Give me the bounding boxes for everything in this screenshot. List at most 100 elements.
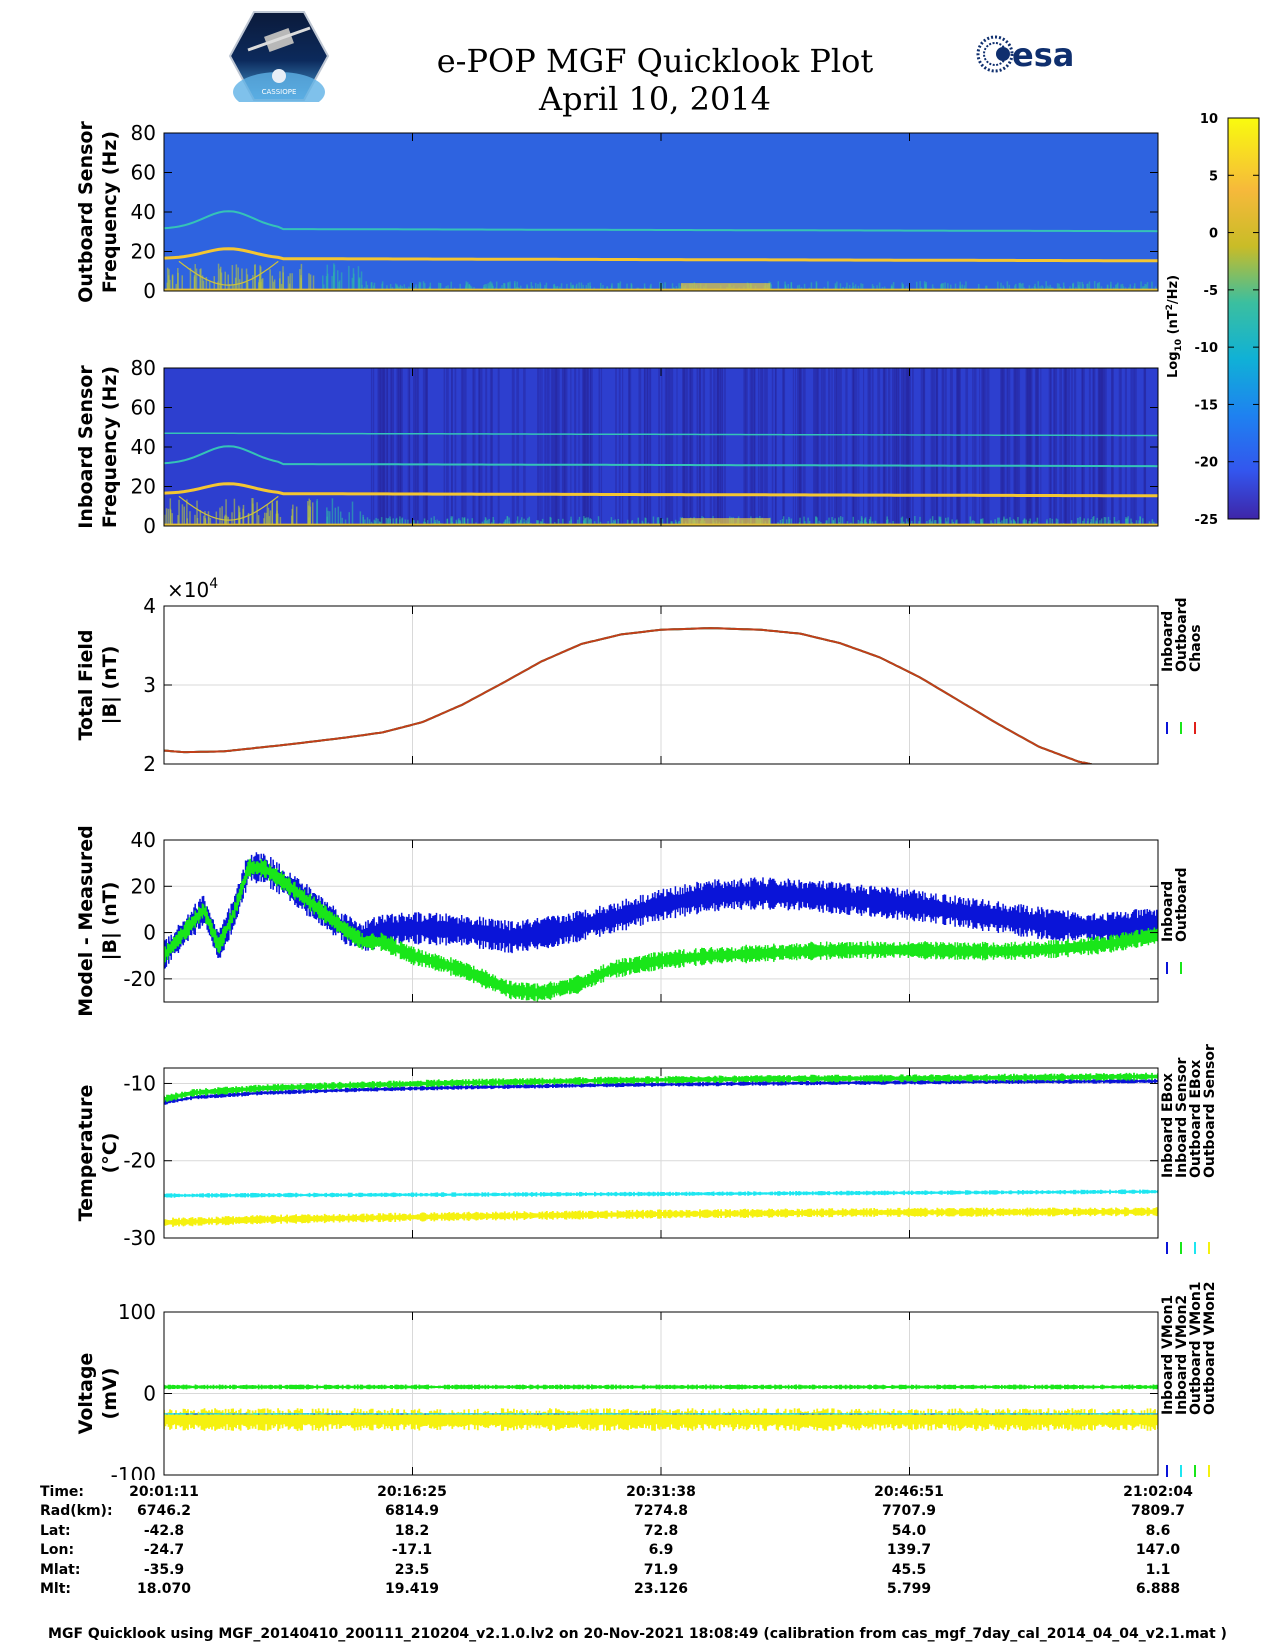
spec-stripe xyxy=(1016,368,1019,526)
y-tick-label: 40 xyxy=(131,828,156,852)
spec-stripe xyxy=(1001,368,1003,526)
spec-lowfreq xyxy=(861,517,863,526)
spec-lowfreq xyxy=(527,518,529,526)
spec-lowfreq xyxy=(195,268,198,291)
spec-stripe xyxy=(446,368,449,526)
spec-stripe xyxy=(894,368,897,526)
spec-stripe xyxy=(397,368,400,526)
spec-stripe xyxy=(1030,368,1033,526)
spec-lowfreq xyxy=(339,280,341,291)
legend-label: Outboard xyxy=(1174,597,1190,672)
spec-lowfreq xyxy=(969,516,972,526)
spec-lowfreq xyxy=(577,519,579,526)
spec-lowfreq xyxy=(878,282,881,291)
spec-lowfreq xyxy=(1051,518,1054,526)
spec-stripe xyxy=(570,368,572,526)
spec-stripe xyxy=(451,368,453,526)
spec-lowfreq xyxy=(199,269,201,291)
spec-lowfreq xyxy=(931,516,934,526)
colorbar-gradient xyxy=(1227,117,1260,520)
spec-stripe xyxy=(658,368,660,526)
info-value: -35.9 xyxy=(143,1561,185,1578)
spec-lowfreq xyxy=(539,282,541,291)
spec-lowfreq xyxy=(269,510,272,526)
y-tick-label: 20 xyxy=(131,874,156,898)
spec-stripe xyxy=(615,368,617,526)
spec-lowfreq xyxy=(446,518,449,526)
spec-stripe xyxy=(1006,368,1008,526)
spec-lowfreq xyxy=(419,282,422,291)
spec-stripe xyxy=(1007,368,1011,526)
y-tick-label: 40 xyxy=(131,200,156,224)
info-label: Time: xyxy=(40,1484,85,1500)
spec-stripe xyxy=(413,368,416,526)
spec-stripe xyxy=(552,368,554,526)
spec-stripe xyxy=(936,368,938,526)
spec-lowfreq xyxy=(1092,517,1094,526)
spec-lowfreq xyxy=(289,273,291,291)
spec-stripe xyxy=(672,368,674,526)
spec-stripe xyxy=(973,368,977,526)
spec-lowfreq xyxy=(854,284,857,291)
spec-lowfreq xyxy=(181,504,184,526)
spec-lowfreq xyxy=(506,516,509,526)
spec-stripe xyxy=(417,368,420,526)
legend-label: Inboard xyxy=(1160,881,1176,942)
spec-lowfreq xyxy=(588,519,591,526)
spec-lowfreq xyxy=(846,521,849,526)
spec-lowfreq xyxy=(1151,281,1153,291)
spec-lowfreq xyxy=(1003,516,1005,526)
spec-lowfreq xyxy=(599,282,602,291)
spec-lowfreq xyxy=(832,520,835,526)
spec-lowfreq xyxy=(368,519,371,526)
spec-lowfreq xyxy=(612,520,615,526)
spec-stripe xyxy=(751,368,753,526)
spec-stripe xyxy=(957,368,960,526)
info-value: 6746.2 xyxy=(136,1503,192,1520)
spec-stripe xyxy=(564,368,566,526)
spec-lowfreq xyxy=(483,520,486,526)
spec-lowfreq xyxy=(1099,520,1101,526)
spec-line xyxy=(164,247,1158,263)
inboard-spectrogram: 0 20 40 60 80 Inboard Sensor Frequency (Hz) xyxy=(75,356,1159,538)
spec-lowfreq xyxy=(914,516,916,526)
spec-stripe xyxy=(1002,368,1005,526)
spec-stripe xyxy=(815,368,819,526)
spec-stripe xyxy=(696,368,699,526)
spec-lowfreq xyxy=(617,282,619,291)
spec-lowfreq xyxy=(485,284,488,291)
y-tick-label: 0 xyxy=(143,514,156,538)
spec-stripe xyxy=(981,368,985,526)
spec-lowfreq xyxy=(171,274,174,291)
spec-stripe xyxy=(941,368,944,526)
spec-stripe xyxy=(794,368,796,526)
info-label: Rad(km): xyxy=(40,1503,113,1520)
spec-stripe xyxy=(822,368,826,526)
spec-lowfreq xyxy=(1145,284,1148,291)
spec-stripe xyxy=(887,368,891,526)
spec-arc xyxy=(178,260,279,286)
spec-stripe xyxy=(485,368,488,526)
spec-stripe xyxy=(923,368,926,526)
legend-label: Chaos xyxy=(1188,624,1204,672)
spec-stripe xyxy=(379,368,381,526)
spec-stripe xyxy=(903,368,907,526)
spec-lowfreq xyxy=(534,282,537,291)
spec-stripe xyxy=(683,368,685,526)
legend-label: Inboard VMon1 xyxy=(1160,1295,1176,1415)
spec-lowfreq xyxy=(587,517,590,526)
spec-lowfreq xyxy=(1146,282,1149,291)
spec-lowfreq xyxy=(1082,284,1085,291)
spec-stripe xyxy=(380,368,384,526)
spec-lowfreq xyxy=(492,286,494,291)
spec-lowfreq xyxy=(1103,517,1106,526)
info-value: 23.5 xyxy=(394,1561,430,1578)
spec-lowfreq xyxy=(387,517,390,526)
spec-stripe xyxy=(422,368,426,526)
spec-stripe xyxy=(574,368,577,526)
spec-stripe xyxy=(867,368,870,526)
spec-lowfreq xyxy=(1151,519,1154,526)
spec-stripe xyxy=(957,368,960,526)
spec-lowfreq xyxy=(181,275,183,291)
spec-lowfreq xyxy=(487,519,489,526)
